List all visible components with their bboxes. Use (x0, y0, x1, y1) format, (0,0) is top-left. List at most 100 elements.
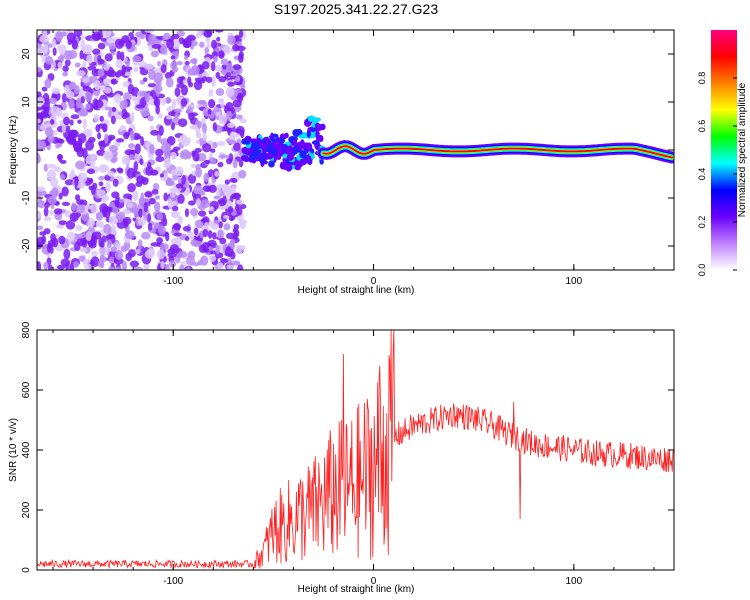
noise-blob (229, 131, 235, 140)
noise-blob (198, 244, 207, 253)
noise-blob (231, 260, 241, 266)
noise-blob (80, 39, 86, 51)
noise-blob (237, 53, 244, 64)
noise-blob (86, 54, 93, 64)
noise-blob (166, 115, 172, 120)
noise-blob (57, 153, 62, 162)
noise-blob (147, 161, 152, 169)
noise-blob (160, 64, 167, 74)
noise-blob (188, 112, 195, 121)
noise-blob (57, 61, 63, 69)
noise-blob (85, 231, 93, 242)
noise-blob (96, 149, 106, 156)
noise-blob (149, 125, 155, 132)
noise-blob (230, 95, 238, 101)
noise-blob (116, 50, 122, 61)
noise-blob (99, 254, 105, 264)
noise-blob (137, 217, 147, 226)
noise-blob (130, 111, 135, 123)
noise-blob (226, 264, 234, 270)
noise-blob (64, 50, 73, 61)
noise-blob (138, 91, 147, 97)
spectrogram-ylabel: Frequency (Hz) (8, 116, 19, 185)
noise-blob (226, 71, 232, 78)
noise-blob (108, 266, 115, 270)
noise-blob (79, 50, 84, 60)
noise-blob (177, 215, 183, 225)
noise-blob (78, 172, 88, 183)
cluster-blob (298, 142, 307, 147)
cluster-blob (248, 152, 255, 161)
noise-blob (186, 255, 195, 266)
noise-blob (170, 122, 175, 131)
noise-blob (176, 61, 183, 66)
noise-blob (233, 224, 240, 230)
noise-blob (216, 140, 226, 147)
noise-blob (38, 196, 43, 204)
noise-blob (187, 231, 194, 240)
noise-blob (140, 192, 145, 204)
noise-blob (218, 75, 227, 83)
colorbar-tick-label: 0.4 (697, 168, 707, 181)
noise-blob (104, 106, 112, 111)
noise-blob (178, 250, 188, 258)
noise-blob (227, 81, 235, 87)
noise-blob (171, 66, 179, 73)
noise-blob (56, 107, 63, 118)
noise-blob (212, 141, 218, 149)
noise-blob (64, 210, 72, 218)
noise-blob (217, 161, 224, 168)
noise-blob (97, 132, 102, 140)
noise-blob (97, 42, 106, 50)
noise-blob (174, 108, 182, 114)
cluster-blob (271, 133, 279, 138)
noise-blob (215, 88, 225, 96)
noise-blob (149, 169, 159, 176)
cluster-blob (261, 152, 266, 160)
noise-blob (60, 173, 66, 180)
noise-blob (58, 220, 67, 226)
noise-blob (105, 182, 111, 193)
noise-blob (112, 206, 119, 214)
noise-blob (37, 186, 46, 192)
noise-blob (184, 55, 189, 61)
noise-blob (222, 195, 227, 206)
noise-blob (98, 175, 105, 181)
noise-blob (101, 165, 110, 172)
noise-blob (226, 257, 232, 265)
noise-blob (163, 217, 168, 227)
noise-blob (208, 220, 216, 227)
noise-blob (147, 83, 157, 88)
noise-blob (106, 70, 117, 78)
noise-blob (74, 175, 79, 187)
noise-blob (176, 76, 185, 85)
noise-blob (46, 163, 57, 169)
noise-blob (222, 45, 232, 55)
noise-blob (203, 172, 210, 182)
noise-blob (61, 124, 67, 134)
noise-blob (169, 187, 177, 198)
noise-blob (97, 68, 105, 77)
noise-blob (166, 135, 176, 146)
snr-ytick-label: 200 (21, 501, 32, 518)
noise-blob (233, 133, 241, 138)
cluster-blob (271, 140, 277, 148)
cluster-blob (319, 159, 324, 165)
noise-blob (177, 193, 185, 204)
noise-blob (125, 60, 130, 67)
colorbar (711, 30, 737, 270)
noise-blob (229, 251, 236, 260)
cluster-blob (318, 135, 324, 142)
noise-blob (217, 262, 224, 270)
noise-blob (41, 86, 48, 92)
noise-blob (41, 234, 47, 245)
noise-blob (58, 235, 66, 245)
noise-blob (231, 185, 237, 194)
noise-blob (95, 221, 100, 227)
noise-blob (158, 125, 164, 136)
noise-blob (104, 53, 113, 62)
cluster-blob (279, 137, 285, 144)
noise-blob (51, 187, 59, 198)
noise-blob (70, 114, 80, 120)
noise-blob (239, 118, 247, 124)
